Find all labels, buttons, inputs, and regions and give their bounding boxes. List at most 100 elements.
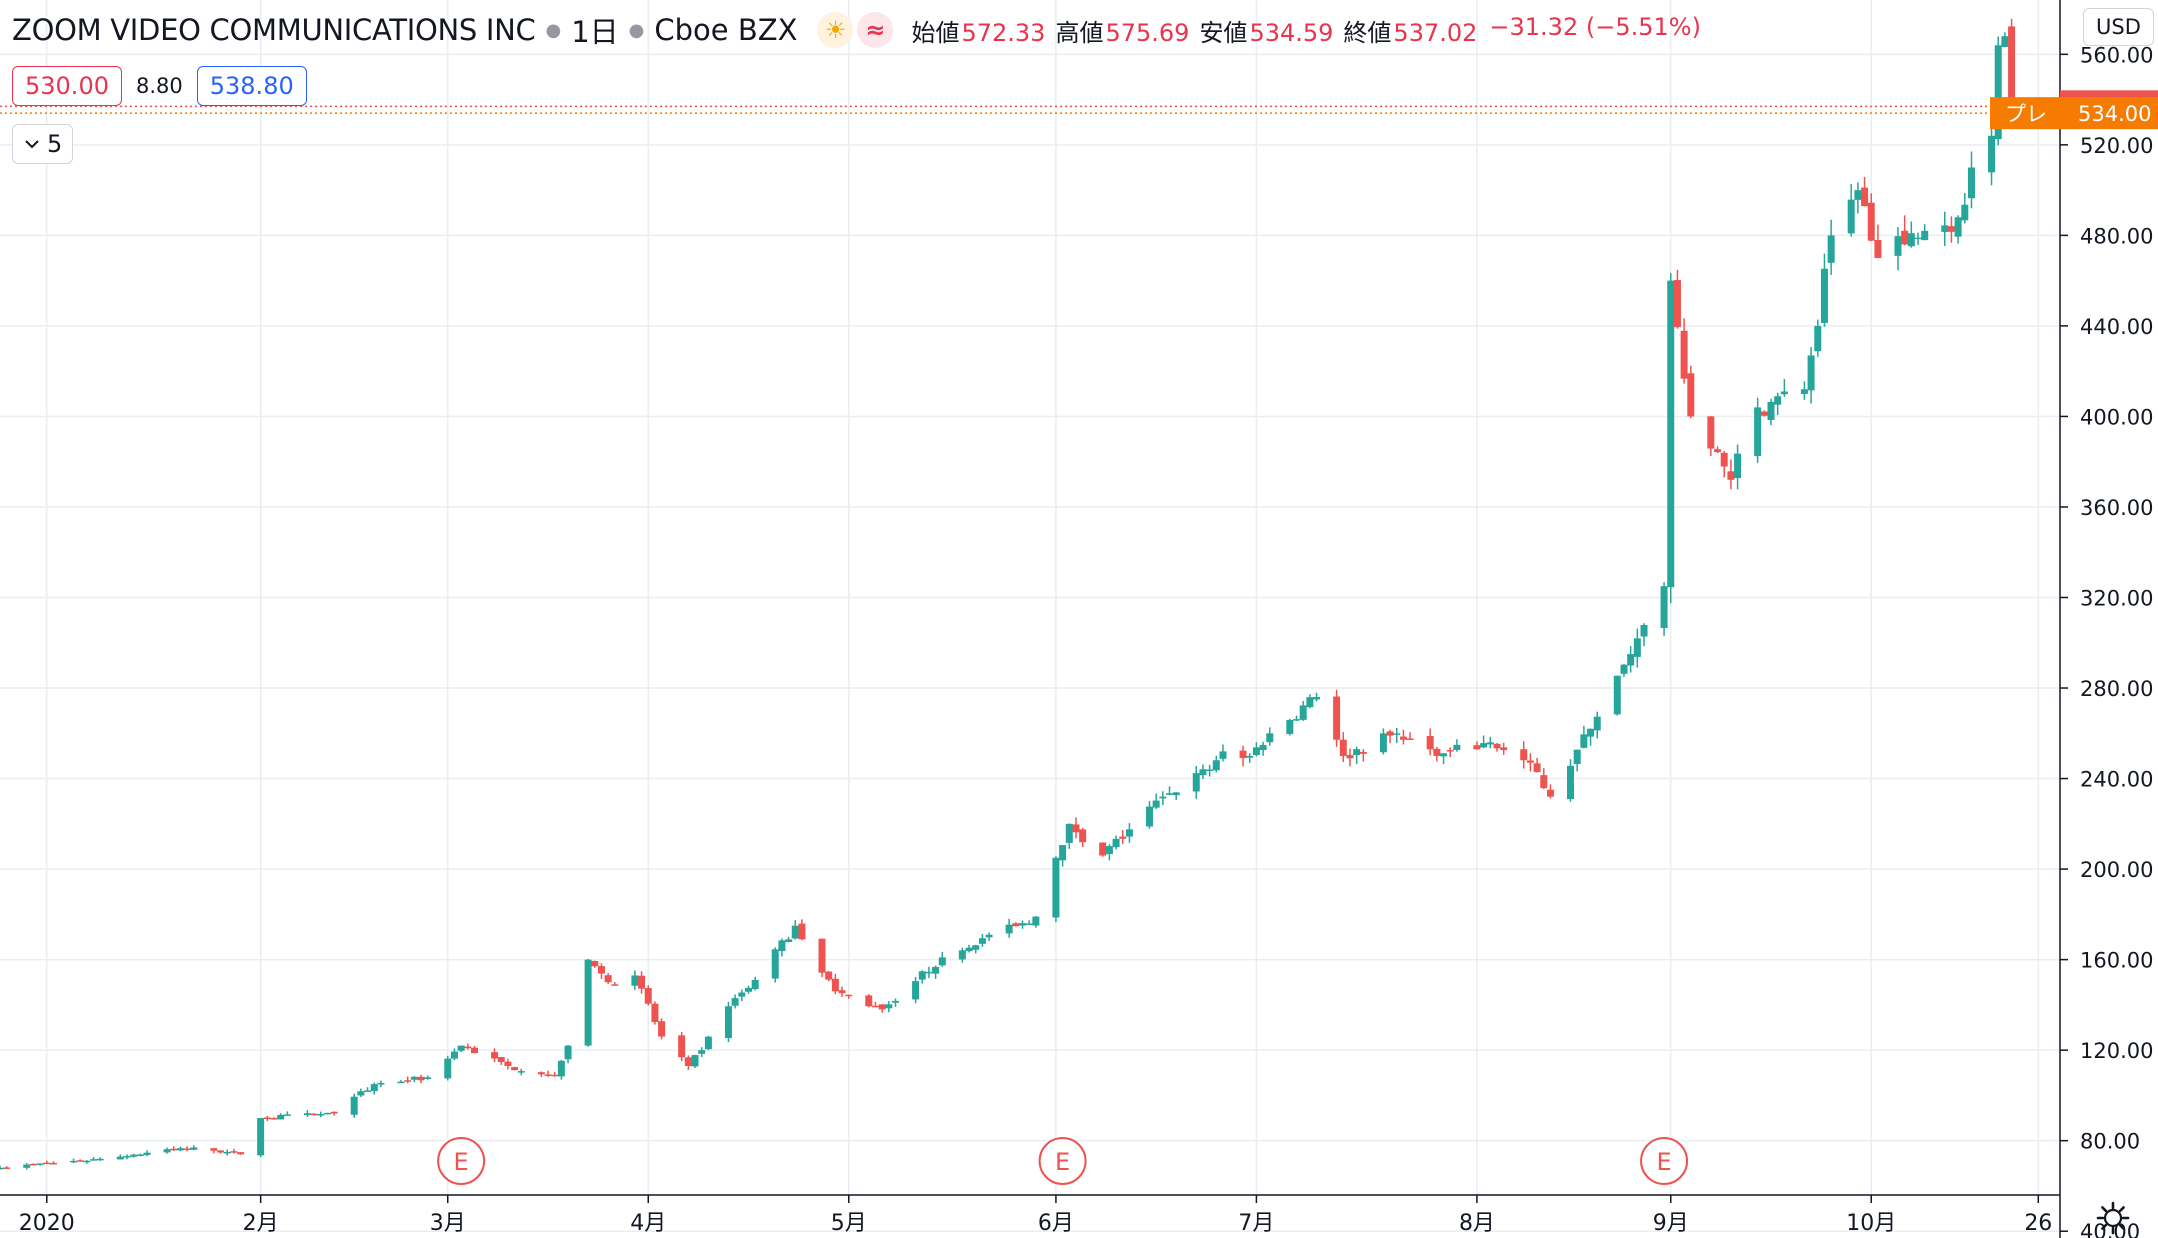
candle-body xyxy=(551,1074,559,1077)
y-tick-label: 560.00 xyxy=(2080,43,2153,67)
candle-body xyxy=(1687,373,1695,417)
candle-body xyxy=(1947,226,1955,232)
candle-body xyxy=(1313,697,1321,700)
candle-body xyxy=(691,1055,699,1067)
candle-body xyxy=(1914,237,1922,240)
indicators-count: 5 xyxy=(47,130,63,158)
candle-body xyxy=(1720,452,1728,467)
candle-body xyxy=(457,1045,465,1051)
candle-body xyxy=(1019,923,1026,926)
candle-body xyxy=(918,971,926,980)
candle-body xyxy=(1493,743,1501,749)
y-tick-label: 520.00 xyxy=(2080,134,2153,158)
candle-body xyxy=(317,1114,325,1116)
candle-body xyxy=(1961,204,1969,221)
candle-body xyxy=(136,1154,144,1156)
candle-body xyxy=(1526,760,1534,763)
candle-body xyxy=(1172,792,1180,796)
market-session-icon[interactable]: ☀ xyxy=(817,12,854,48)
candle-body xyxy=(123,1156,131,1158)
x-tick-label: 7月 xyxy=(1238,1211,1274,1236)
candle-body xyxy=(70,1160,78,1163)
candle-body xyxy=(1246,755,1254,758)
candle-body xyxy=(1440,753,1448,757)
candle-body xyxy=(1119,836,1127,839)
candle-body xyxy=(491,1052,499,1059)
candle-body xyxy=(1152,800,1160,808)
symbol-name[interactable]: ZOOM VIDEO COMMUNICATIONS INC xyxy=(12,13,536,47)
candle-body xyxy=(404,1080,412,1082)
candle-body xyxy=(116,1156,124,1160)
buy-button[interactable]: 538.80 xyxy=(196,66,307,106)
candle-body xyxy=(1212,760,1220,771)
candle-body xyxy=(1633,638,1641,657)
x-tick-label: 5月 xyxy=(831,1211,867,1236)
candle-body xyxy=(1754,407,1762,457)
currency-button[interactable]: USD xyxy=(2083,8,2154,46)
candle-body xyxy=(1480,743,1488,748)
candle-body xyxy=(1406,738,1414,740)
candle-body xyxy=(0,1167,4,1170)
ohlc-readout: 始値572.33 高値575.69 安値534.59 終値537.02 −31.… xyxy=(911,12,1701,47)
candle-body xyxy=(1520,749,1528,761)
delayed-data-icon[interactable]: ≈ xyxy=(857,12,894,48)
candle-body xyxy=(470,1047,478,1054)
candle-body xyxy=(511,1067,519,1071)
gear-icon[interactable] xyxy=(2093,1198,2133,1238)
candle-body xyxy=(1393,733,1401,735)
candle-body xyxy=(410,1076,418,1080)
candle-body xyxy=(170,1148,178,1151)
x-tick-label: 4月 xyxy=(630,1211,666,1236)
candle-body xyxy=(965,947,973,952)
candle-body xyxy=(350,1096,358,1115)
candle-body xyxy=(1587,728,1595,737)
separator-dot: ● xyxy=(545,19,562,41)
candle-body xyxy=(90,1159,98,1161)
candle-body xyxy=(277,1114,285,1120)
candle-body xyxy=(831,978,839,992)
earnings-marker-label: E xyxy=(454,1148,469,1176)
candle-body xyxy=(1105,846,1113,855)
candle-body xyxy=(1847,199,1855,234)
interval-label[interactable]: 1日 xyxy=(571,15,619,49)
candle-body xyxy=(1339,739,1347,756)
candle-body xyxy=(504,1061,512,1066)
candle-body xyxy=(223,1151,231,1154)
candle-body xyxy=(1239,750,1247,759)
sell-button[interactable]: 530.00 xyxy=(12,66,122,106)
indicators-toggle-button[interactable]: 5 xyxy=(12,124,74,164)
x-tick-label: 3月 xyxy=(430,1211,466,1236)
candle-body xyxy=(597,966,605,974)
candle-body xyxy=(1079,829,1087,843)
candle-body xyxy=(1874,240,1882,259)
candle-body xyxy=(83,1160,91,1163)
candle-body xyxy=(704,1036,712,1050)
candle-body xyxy=(557,1060,565,1077)
candle-body xyxy=(323,1112,331,1115)
candle-body xyxy=(985,934,993,938)
candle-body xyxy=(631,975,639,986)
candle-body xyxy=(1767,401,1775,420)
price-line-tag xyxy=(1990,97,2062,130)
candle-body xyxy=(825,971,833,980)
candle-body xyxy=(1025,923,1033,925)
candle-body xyxy=(1012,923,1020,927)
candle-body xyxy=(1707,416,1715,449)
candle-body xyxy=(43,1162,51,1165)
candle-body xyxy=(958,950,966,960)
candle-body xyxy=(1593,716,1601,731)
candle-body xyxy=(1627,654,1635,666)
y-tick-label: 80.00 xyxy=(2080,1130,2140,1154)
candle-body xyxy=(1620,664,1628,674)
candle-body xyxy=(217,1150,225,1153)
candle-body xyxy=(1125,829,1133,837)
candle-body xyxy=(678,1035,686,1058)
candle-body xyxy=(818,938,826,973)
candle-body xyxy=(751,979,759,990)
candle-body xyxy=(591,961,599,967)
candle-body xyxy=(1052,857,1060,918)
candle-body xyxy=(1867,202,1875,241)
candle-body xyxy=(1573,749,1581,765)
